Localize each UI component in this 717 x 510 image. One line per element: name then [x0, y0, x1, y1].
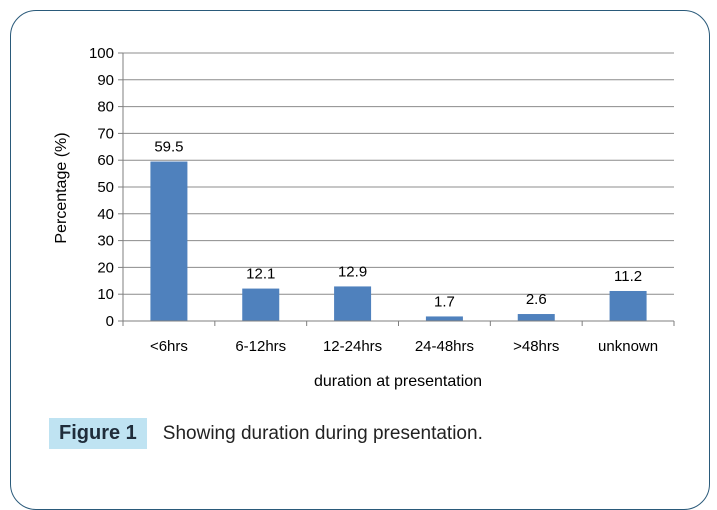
figure-caption: Figure 1 Showing duration during present… — [49, 418, 483, 449]
y-tick-label: 30 — [97, 233, 114, 250]
data-label: 12.9 — [338, 263, 367, 280]
bars — [150, 161, 647, 321]
bar — [425, 316, 463, 321]
data-label: 11.2 — [614, 268, 642, 285]
bar — [150, 161, 188, 321]
x-tick-label: 24-48hrs — [415, 338, 474, 355]
x-tick-label: >48hrs — [513, 338, 559, 355]
axes — [118, 52, 675, 326]
bar — [517, 314, 555, 321]
data-label: 1.7 — [434, 293, 455, 310]
figure-label: Figure 1 — [49, 418, 147, 449]
y-tick-label: 100 — [89, 45, 114, 62]
data-label: 59.5 — [154, 139, 183, 156]
bar — [609, 290, 647, 321]
x-tick-label: 6-12hrs — [235, 338, 286, 355]
data-label: 2.6 — [526, 291, 547, 308]
bar — [242, 288, 280, 321]
figure-caption-text: Showing duration during presentation. — [162, 422, 483, 444]
x-tick-label: unknown — [598, 338, 658, 355]
y-axis-title: Percentage (%) — [53, 132, 70, 243]
x-tick-label: <6hrs — [150, 338, 188, 355]
y-tick-label: 60 — [97, 152, 114, 169]
grid-lines — [123, 52, 674, 295]
bar-chart: 0 10 20 30 40 50 60 70 80 90 100 59.5 <6hrs 12.1 6-12h… — [53, 45, 675, 390]
x-tick-label: 12-24hrs — [323, 338, 382, 355]
labels: 0 10 20 30 40 50 60 70 80 90 100 59.5 <6hrs 12.1 6-12h… — [89, 45, 658, 355]
y-tick-label: 80 — [97, 99, 114, 116]
y-tick-label: 50 — [97, 179, 114, 196]
data-label: 12.1 — [246, 266, 275, 283]
bar — [334, 286, 372, 321]
x-axis-title: duration at presentation — [314, 373, 482, 390]
y-tick-label: 90 — [97, 72, 114, 89]
y-tick-label: 20 — [97, 259, 114, 276]
y-tick-label: 0 — [106, 313, 114, 330]
y-tick-label: 10 — [97, 286, 114, 303]
y-tick-label: 70 — [97, 125, 114, 142]
y-tick-label: 40 — [97, 206, 114, 223]
